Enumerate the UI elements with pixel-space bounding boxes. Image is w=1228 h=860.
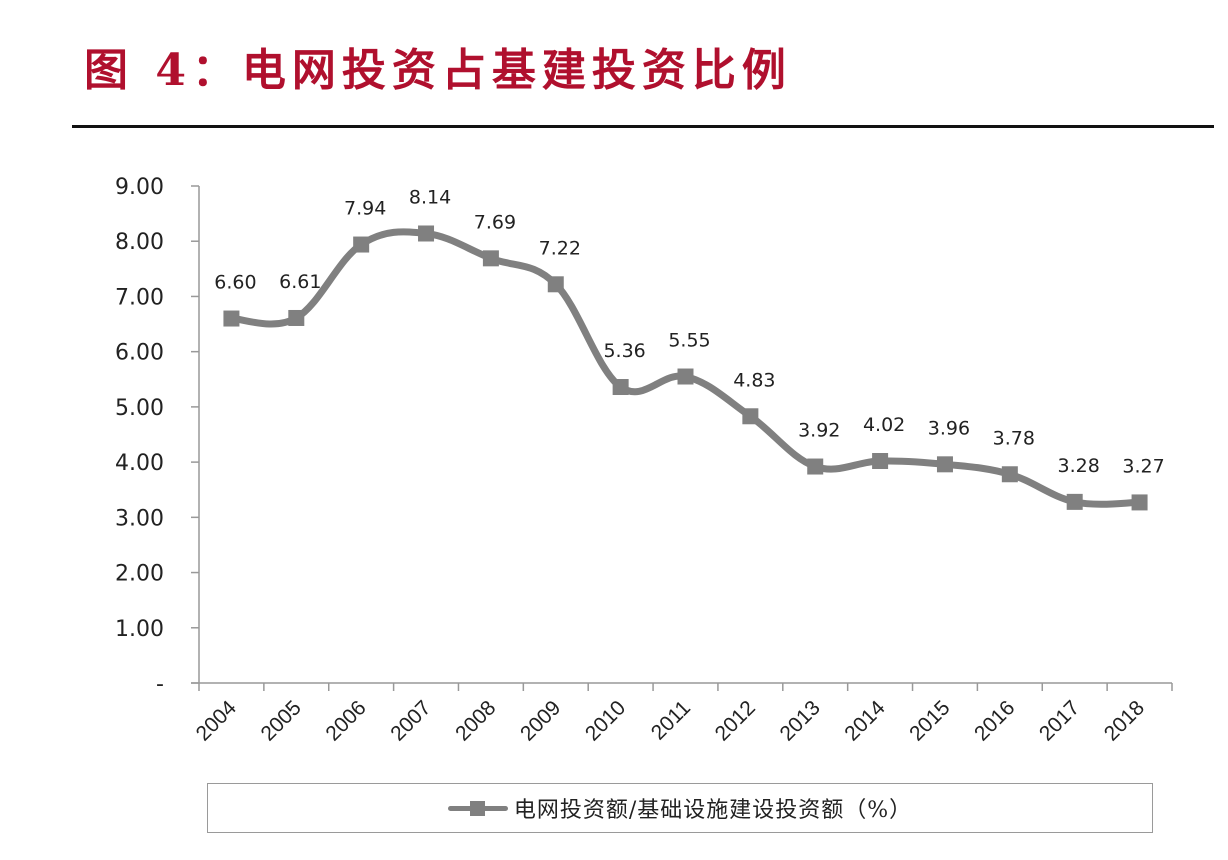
series-line [223, 225, 1148, 511]
y-axis: - 1.00 2.00 3.00 4.00 5.00 6.00 7.00 8.00 9.00 [115, 175, 200, 697]
x-tick-label: 2005 [257, 696, 306, 745]
y-tick-label: 1.00 [115, 617, 164, 642]
data-labels: 6.60 6.61 7.94 8.14 7.69 7.22 5.36 5.55 4.83 3.92… [214, 186, 1164, 477]
data-point-marker [1066, 493, 1083, 510]
data-point-marker [353, 236, 370, 253]
data-point-marker [807, 458, 824, 475]
data-label: 4.83 [733, 369, 775, 391]
data-point-marker [936, 456, 953, 473]
data-label: 8.14 [409, 186, 451, 208]
data-label: 3.96 [928, 417, 970, 439]
data-point-marker [742, 408, 759, 425]
y-tick-label: 7.00 [115, 285, 164, 310]
data-point-marker [1131, 494, 1148, 511]
data-point-marker [677, 368, 694, 385]
y-tick-label: 4.00 [115, 451, 164, 476]
data-label: 5.36 [603, 340, 645, 362]
title-divider [72, 125, 1214, 128]
y-tick-label: 9.00 [115, 175, 164, 200]
legend-label: 电网投资额/基础设施建设投资额（%） [513, 798, 913, 823]
data-point-marker [612, 379, 629, 396]
data-label: 5.55 [668, 330, 710, 352]
x-tick-label: 2018 [1100, 696, 1149, 745]
y-tick-label: 6.00 [115, 341, 164, 366]
data-label: 3.92 [798, 420, 840, 442]
y-tick-label: 5.00 [115, 396, 164, 421]
x-tick-label: 2011 [647, 696, 695, 744]
y-tick-label: - [156, 672, 164, 697]
data-label: 3.28 [1058, 455, 1100, 477]
x-tick-label: 2015 [905, 696, 954, 745]
y-tick-label: 3.00 [115, 506, 164, 531]
data-point-marker [547, 276, 564, 293]
data-point-marker [223, 310, 240, 327]
legend: 电网投资额/基础设施建设投资额（%） [207, 783, 1153, 833]
x-tick-label: 2010 [581, 696, 630, 745]
x-tick-label: 2016 [970, 696, 1019, 745]
data-label: 7.94 [344, 198, 386, 220]
x-tick-label: 2012 [711, 696, 760, 745]
data-point-marker [1001, 466, 1018, 483]
x-tick-label: 2004 [192, 696, 242, 746]
y-tick-label: 2.00 [115, 562, 164, 587]
data-point-marker [288, 309, 305, 326]
y-tick-label: 8.00 [115, 230, 164, 255]
data-point-marker [872, 453, 889, 470]
data-point-marker [418, 225, 435, 242]
x-tick-label: 2009 [516, 696, 565, 745]
x-tick-label: 2008 [451, 696, 500, 745]
data-label: 7.69 [474, 211, 516, 233]
data-label: 4.02 [863, 414, 905, 436]
data-point-marker [482, 250, 499, 267]
data-label: 6.60 [214, 272, 256, 294]
data-label: 3.78 [993, 427, 1035, 449]
x-tick-label: 2006 [321, 696, 370, 745]
legend-marker-icon [447, 801, 508, 816]
data-label: 7.22 [539, 237, 581, 259]
x-tick-label: 2014 [840, 696, 890, 746]
data-label: 3.27 [1122, 455, 1164, 477]
data-label: 6.61 [279, 271, 321, 293]
x-tick-label: 2017 [1035, 696, 1084, 745]
x-tick-label: 2007 [386, 696, 435, 745]
figure-title: 图 4：电网投资占基建投资比例 [84, 45, 792, 96]
x-axis: 2004 2005 2006 2007 2008 2009 2010 2011 2012 2013… [191, 682, 1173, 746]
x-tick-label: 2013 [775, 696, 824, 745]
